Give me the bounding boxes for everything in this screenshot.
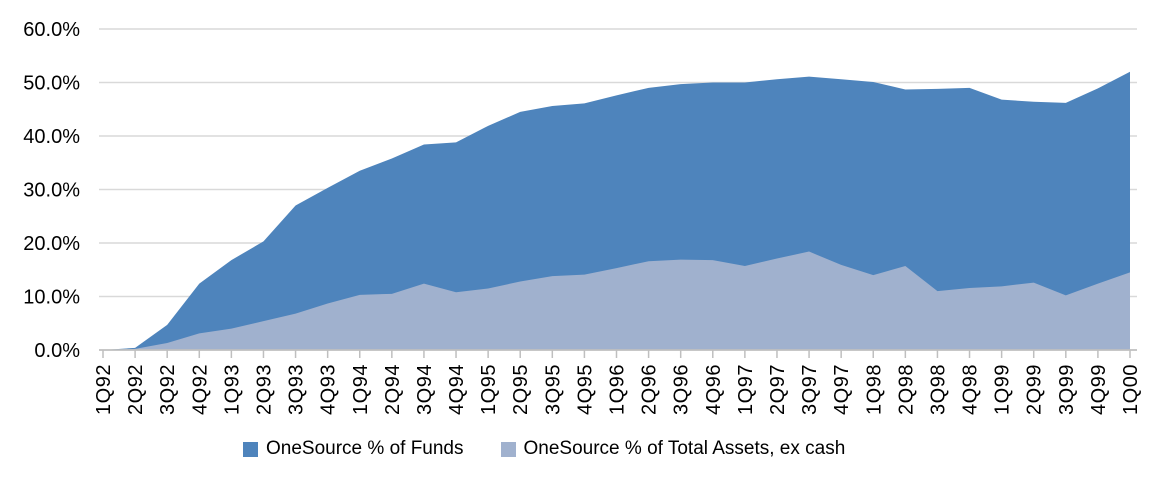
x-axis-label: 1Q97 [735,364,757,415]
x-axis-label: 3Q93 [286,364,308,415]
x-axis-label: 2Q95 [510,364,532,415]
assets-area [103,251,1130,350]
x-axis-label: 1Q99 [992,364,1014,415]
y-axis-label: 40.0% [23,126,80,148]
x-axis-label: 4Q94 [446,364,468,415]
x-axis-label: 3Q98 [927,364,949,415]
legend-swatch-funds [243,441,258,457]
y-axis-label: 0.0% [34,340,80,362]
x-axis-label: 1Q93 [221,364,243,415]
y-axis-label: 60.0% [23,19,80,41]
x-axis-label: 1Q95 [478,364,500,415]
x-axis-label: 3Q92 [157,364,179,415]
x-axis-label: 2Q96 [639,364,661,415]
legend-label-assets: OneSource % of Total Assets, ex cash [523,438,846,459]
x-axis-label: 4Q92 [189,364,211,415]
x-axis-label: 2Q97 [767,364,789,415]
x-axis-label: 4Q98 [960,364,982,415]
x-axis-label: 2Q99 [1024,364,1046,415]
x-axis-label: 2Q93 [253,364,275,415]
x-axis-label: 4Q96 [703,364,725,415]
x-axis-label: 3Q97 [799,364,821,415]
x-axis-label: 4Q97 [831,364,853,415]
legend-swatch-assets [500,441,516,457]
x-axis-label: 1Q94 [350,364,372,415]
y-axis-label: 30.0% [23,180,80,202]
x-axis-label: 4Q95 [574,364,596,415]
y-axis-label: 10.0% [23,287,80,309]
y-axis-label: 50.0% [23,73,80,95]
legend-item-assets: OneSource % of Total Assets, ex cash [500,438,846,460]
x-axis-label: 1Q96 [607,364,629,415]
x-axis-label: 2Q94 [382,364,404,415]
x-axis-label: 3Q99 [1056,364,1078,415]
y-axis-label: 20.0% [23,233,80,255]
x-axis-label: 1Q92 [93,364,115,415]
x-axis-label: 3Q94 [414,364,436,415]
x-axis-label: 3Q96 [671,364,693,415]
legend-label-funds: OneSource % of Funds [266,438,464,459]
legend-item-funds: OneSource % of Funds [243,438,464,460]
x-axis-label: 3Q95 [542,364,564,415]
plot-area: 0.0% 10.0% 20.0% 30.0% 40.0% 50.0% 60.0% 1Q92 2Q… [23,19,1142,415]
x-axis-label: 1Q00 [1120,364,1142,415]
x-axis-label: 1Q98 [863,364,885,415]
x-axis-label: 2Q92 [125,364,147,415]
x-axis-label: 4Q93 [318,364,340,415]
x-axis-label: 2Q98 [895,364,917,415]
x-axis-label: 4Q99 [1088,364,1110,415]
legend: OneSource % of Funds OneSource % of Tota… [0,438,1152,460]
